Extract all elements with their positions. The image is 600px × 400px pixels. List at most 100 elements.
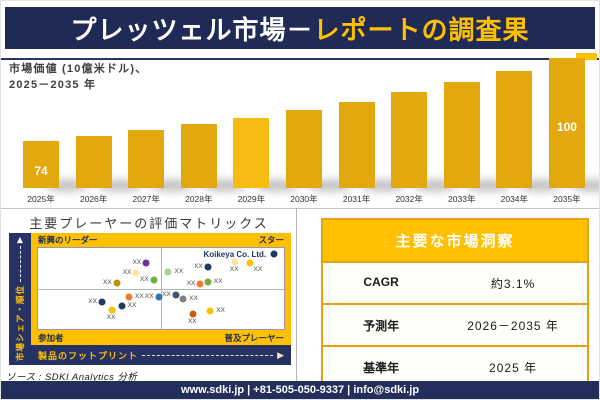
matrix-body: 新興のリーダー スター XX XX XX XX XX XX XX XX XX XX Koikeya … — [31, 233, 291, 365]
bar — [391, 92, 428, 188]
scatter-point-label: XX — [127, 302, 137, 310]
x-axis-dashed-line — [142, 354, 274, 356]
scatter-point-label: XX — [88, 298, 97, 306]
scatter-point-dot — [231, 258, 239, 266]
scatter-point-dot — [108, 306, 116, 314]
bar — [496, 71, 533, 188]
bar-year-label: 2033年 — [448, 194, 476, 204]
header-underline — [1, 58, 599, 60]
matrix-bottom-band: 参加者 普及プレーヤー — [31, 330, 291, 345]
bar-year-label: 2031年 — [342, 194, 371, 204]
bar-chart-title: 市場価値 (10億米ドル)、 2025－2035 年 — [9, 62, 147, 94]
scatter-point-label: XX — [253, 266, 263, 274]
bar-year-label: 2027年 — [132, 194, 160, 204]
scatter-point-dot — [189, 310, 197, 318]
scatter-point-label: XX — [135, 292, 144, 300]
bar-column: 100 2035年 — [547, 58, 599, 204]
scatter-point-dot — [132, 269, 140, 277]
y-axis-label: 市場シェア・順位 — [15, 284, 25, 361]
insight-row: 予測年 2026－2035 年 — [323, 303, 587, 345]
scatter-point-label: XX — [229, 265, 239, 273]
right-arrow-icon: ▶ — [277, 349, 284, 360]
scatter-point-label: XX — [194, 262, 203, 270]
scatter-point-label: XX — [216, 307, 225, 315]
footer-contact-bar: www.sdki.jp | +81-505-050-9337 | info@sd… — [1, 381, 599, 399]
player-evaluation-matrix: 市場シェア・順位 ▶ 新興のリーダー スター XX XX XX XX XX XX XX XX X… — [9, 233, 291, 365]
scatter-point-label: XX — [144, 292, 154, 300]
bar-value-label: 74 — [34, 164, 48, 178]
scatter-point-label: XX — [139, 276, 149, 284]
insights-table-header: 主要な市場洞察 — [323, 220, 587, 261]
scatter-point-dot — [155, 293, 163, 301]
up-arrow-icon: ▶ — [15, 237, 24, 244]
bar-column: 2034年 — [494, 58, 563, 204]
bar-column: 74 2025年 — [21, 58, 89, 204]
matrix-plot-area: XX XX XX XX XX XX XX XX XX XX Koikeya Co. Ltd. XX XX… — [37, 247, 285, 330]
header-banner: プレッツェル市場－ レポートの調査果 — [5, 7, 595, 49]
bar-chart: 74 2025年 2026年 2027年 2028年 2029年 2030年 2031年 203… — [21, 58, 599, 204]
scatter-point-label: XX — [189, 295, 198, 303]
insight-row: 基準年 2025 年 — [323, 345, 587, 387]
gold-accent-chip — [576, 53, 597, 60]
scatter-point-label: XX — [122, 269, 132, 277]
scatter-point-dot — [270, 250, 278, 258]
scatter-point-dot — [246, 259, 254, 267]
bar-column: 2031年 — [337, 58, 405, 204]
scatter-point-label: XX — [213, 278, 223, 286]
insight-value: 2025 年 — [489, 361, 538, 375]
insight-value: 2026－2035 年 — [467, 319, 559, 333]
y-axis-dashed-line — [19, 246, 21, 282]
bar: 74 — [23, 141, 59, 188]
bar-column: 2033年 — [442, 58, 510, 204]
scatter-point-dot — [206, 307, 214, 315]
insight-row: CAGR 約3.1% — [323, 261, 587, 303]
scatter-point-label: XX — [186, 280, 196, 288]
bar-column: 2032年 — [389, 58, 458, 204]
scatter-point-dot — [204, 278, 212, 286]
quadrant-label-top-right: スター — [258, 235, 284, 245]
quadrant-label-bottom-right: 普及プレーヤー — [224, 332, 284, 343]
bar-chart-title-line2: 2025－2035 年 — [9, 78, 97, 91]
highlighted-company-label: Koikeya Co. Ltd. — [203, 250, 267, 260]
footer-contact-text: www.sdki.jp | +81-505-050-9337 | info@sd… — [180, 384, 420, 396]
scatter-point-dot — [164, 268, 172, 276]
matrix-y-axis-bar: 市場シェア・順位 ▶ — [9, 233, 31, 365]
quadrant-label-bottom-left: 参加者 — [38, 332, 64, 343]
insight-label: 予測年 — [363, 319, 400, 333]
source-note: ソース : SDKI Analytics 分析 — [6, 372, 138, 383]
scatter-point-dot — [150, 276, 158, 284]
scatter-point-dot — [118, 302, 126, 310]
scatter-point-dot — [113, 279, 121, 287]
bar-year-label: 2025年 — [27, 194, 55, 204]
scatter-point-dot — [196, 280, 204, 288]
bar — [233, 118, 270, 188]
page-title-gold: レポートの調査果 — [313, 14, 530, 45]
matrix-title: 主要プレーヤーの評価マトリックス — [29, 216, 269, 231]
insight-label: CAGR — [363, 275, 399, 289]
section-divider-horizontal — [1, 208, 599, 209]
matrix-top-band: 新興のリーダー スター — [31, 233, 291, 247]
scatter-point-label: XX — [103, 278, 112, 286]
bar-column: 2026年 — [74, 58, 142, 204]
bar-chart-title-line1: 市場価値 (10億米ドル)、 — [9, 63, 148, 75]
bar — [443, 82, 480, 188]
bar-year-label: 2028年 — [185, 194, 213, 204]
bar-year-label: 2030年 — [290, 194, 318, 204]
bar-year-label: 2035年 — [553, 194, 581, 204]
matrix-x-axis-bar: 製品のフットプリント ▶ — [31, 345, 291, 365]
bar: 100 — [548, 58, 585, 188]
bar — [285, 110, 322, 188]
scatter-point-dot — [142, 259, 150, 267]
bar-value-label: 100 — [556, 120, 577, 134]
scatter-point-dot — [204, 263, 212, 271]
bar-column: 2029年 — [231, 58, 300, 204]
insight-label: 基準年 — [363, 361, 400, 375]
bar-column: 2030年 — [284, 58, 352, 204]
scatter-point-dot — [179, 295, 187, 303]
insights-table-body: CAGR 約3.1% 予測年 2026－2035 年基準年 2025 年 — [323, 261, 587, 387]
quadrant-label-top-left: 新興のリーダー — [38, 235, 98, 245]
insight-value: 約3.1% — [490, 277, 536, 291]
market-insights-table: 主要な市場洞察 CAGR 約3.1% 予測年 2026－2035 年基準年 2025 年 — [321, 218, 589, 389]
bar-year-label: 2026年 — [79, 194, 108, 204]
